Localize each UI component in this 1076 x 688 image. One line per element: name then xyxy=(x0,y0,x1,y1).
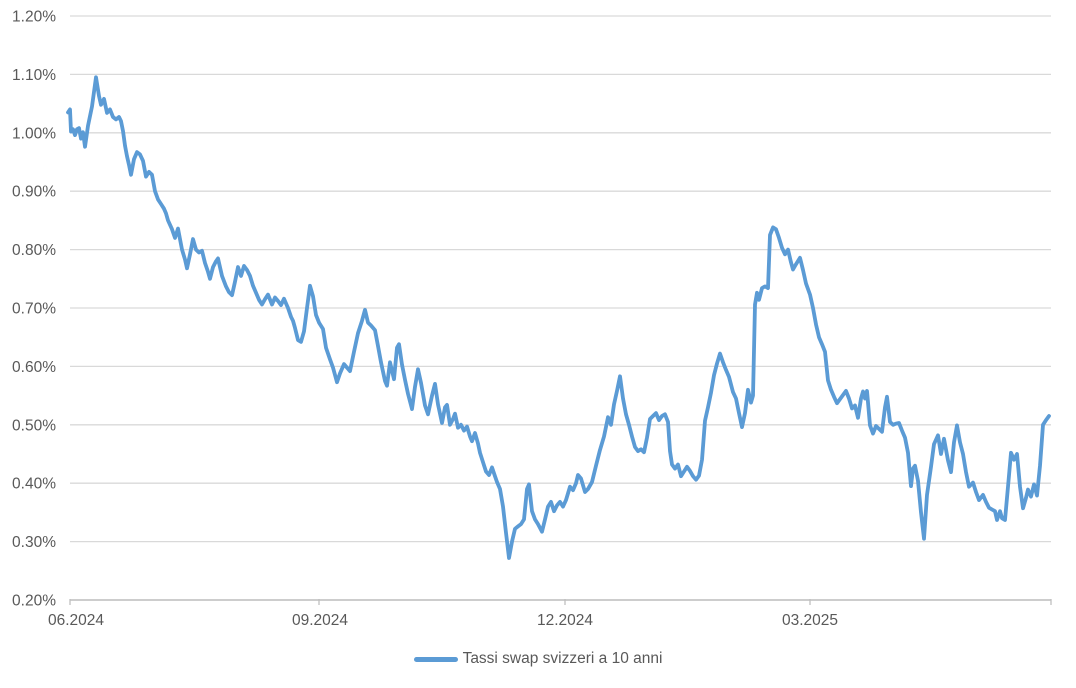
y-axis-tick-label: 0.70% xyxy=(12,301,56,318)
legend-label: Tassi swap svizzeri a 10 anni xyxy=(462,650,663,667)
y-axis-tick-label: 0.60% xyxy=(12,359,56,376)
y-axis-tick-label: 1.00% xyxy=(12,125,56,142)
legend-line-marker xyxy=(413,656,458,662)
x-axis-tick-label: 12.2024 xyxy=(537,612,593,629)
legend: Tassi swap svizzeri a 10 anni xyxy=(0,650,1076,668)
x-axis-tick-label: 06.2024 xyxy=(48,612,104,629)
x-axis-tick-label: 09.2024 xyxy=(292,612,348,629)
y-axis-tick-label: 0.30% xyxy=(12,534,56,551)
y-axis-tick-label: 0.50% xyxy=(12,417,56,434)
x-axis-tick-label: 03.2025 xyxy=(782,612,838,629)
y-axis-tick-label: 0.90% xyxy=(12,184,56,201)
series-line xyxy=(66,75,1051,560)
y-axis-tick-label: 0.80% xyxy=(12,242,56,259)
y-axis-tick-label: 0.20% xyxy=(12,593,56,610)
y-axis-tick-label: 0.40% xyxy=(12,476,56,493)
y-axis-tick-label: 1.20% xyxy=(12,9,56,26)
y-axis-tick-label: 1.10% xyxy=(12,67,56,84)
